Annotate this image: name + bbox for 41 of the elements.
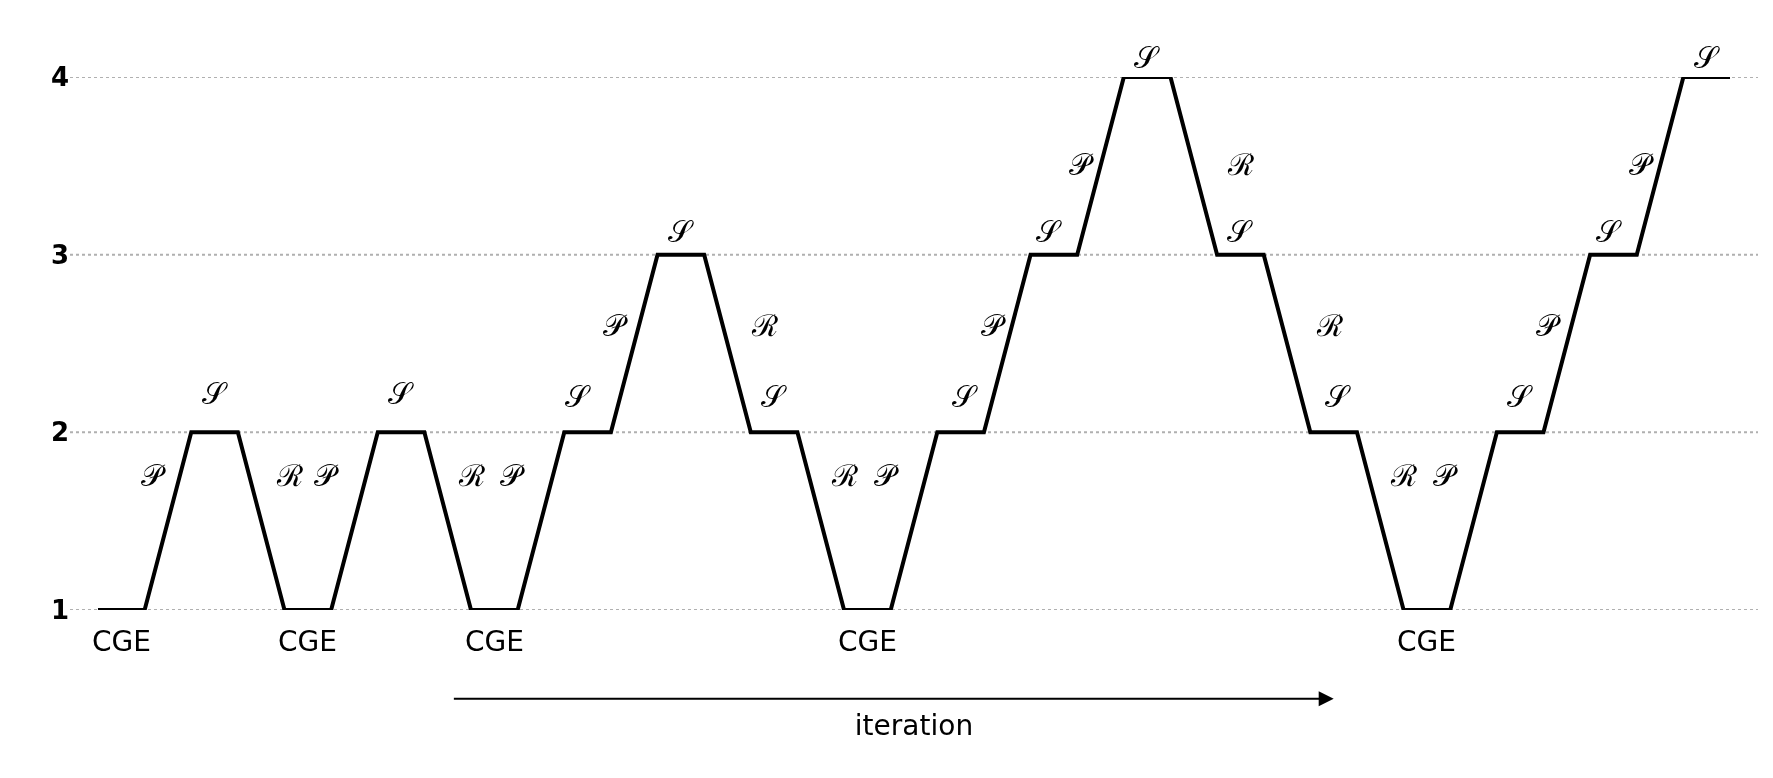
y-tick-label: 3: [50, 239, 69, 270]
y-tick-label: 1: [50, 595, 69, 626]
annotation: 𝒫: [1536, 308, 1561, 343]
annotation: ℛ: [751, 308, 778, 343]
y-tick-label: 2: [50, 417, 69, 448]
text: 𝒮: [1134, 40, 1160, 75]
annotation: 𝒮: [761, 379, 787, 414]
annotation: 𝒮: [1036, 214, 1062, 249]
annotation: 𝒮: [1596, 214, 1622, 249]
annotation: ℛ: [831, 458, 858, 493]
annotation: 𝒮: [1507, 379, 1533, 414]
annotation: ℛ: [1227, 147, 1254, 182]
annotation: 𝒫: [141, 458, 166, 493]
annotation: 𝒮: [565, 379, 591, 414]
annotation: 𝒫: [1629, 147, 1654, 182]
annotation: 𝒫: [314, 458, 339, 493]
text: CGE: [278, 625, 337, 658]
annotation: ℛ: [1316, 308, 1343, 343]
annotation: 𝒫: [874, 458, 899, 493]
line-series: [95, 77, 1733, 610]
x-axis-title: iteration: [854, 709, 974, 743]
annotation: 𝒫: [500, 458, 525, 493]
annotation: 𝒮: [1325, 379, 1351, 414]
y-tick-label: 4: [50, 62, 69, 93]
annotation: 𝒫: [603, 308, 628, 343]
annotation: 𝒮: [388, 376, 414, 411]
annotation: 𝒫: [1069, 147, 1094, 182]
text: 𝒮: [1694, 40, 1720, 75]
text: CGE: [92, 625, 151, 658]
annotation: 𝒮: [202, 376, 228, 411]
annotation: ℛ: [1390, 458, 1417, 493]
text: CGE: [1397, 625, 1456, 658]
annotation: ℛ: [458, 458, 485, 493]
annotation: 𝒮: [1227, 214, 1253, 249]
annotation: 𝒫: [981, 308, 1006, 343]
annotation: 𝒫: [1433, 458, 1458, 493]
annotation: 𝒮: [668, 214, 694, 249]
text: CGE: [838, 625, 897, 658]
annotation: ℛ: [276, 458, 303, 493]
text: CGE: [465, 625, 524, 658]
annotation: 𝒮: [952, 379, 978, 414]
